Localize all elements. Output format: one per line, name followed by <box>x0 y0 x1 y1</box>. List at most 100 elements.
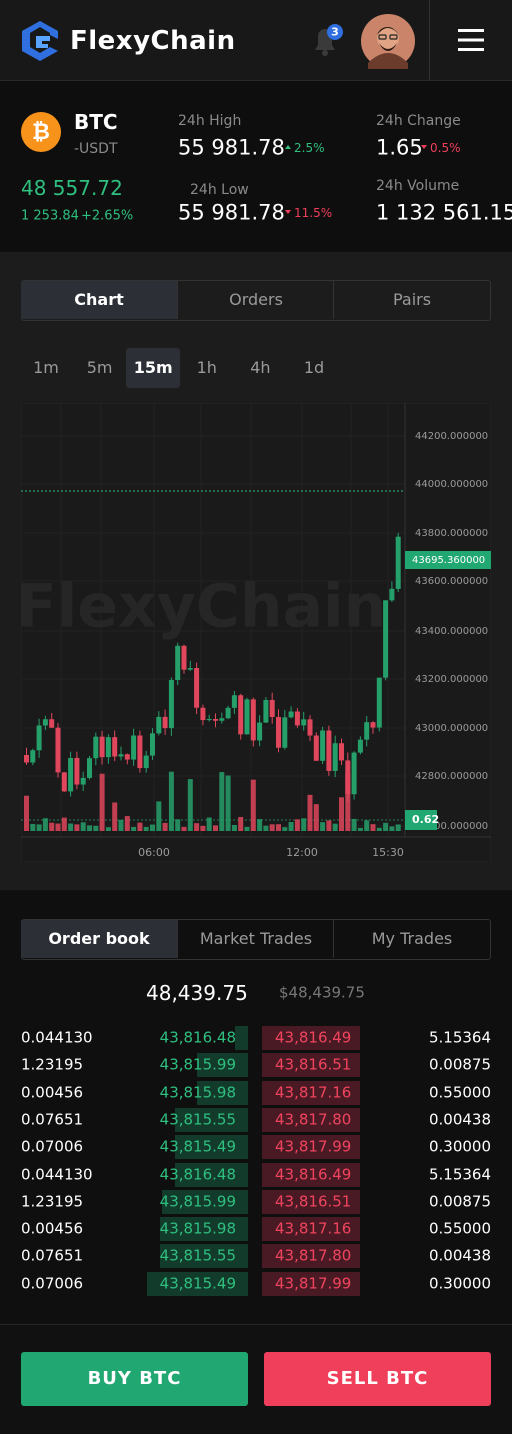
candle-body <box>55 727 61 773</box>
tab[interactable]: Orders <box>177 281 334 319</box>
candle-body <box>93 736 99 759</box>
timeframe[interactable]: 15m <box>126 348 181 388</box>
bid-qty: 0.00456 <box>21 1083 84 1102</box>
tab[interactable]: Market Trades <box>177 920 334 958</box>
bid-qty: 0.07651 <box>21 1110 84 1129</box>
candle-body <box>307 719 313 736</box>
ask-price: 43,817.16 <box>275 1083 352 1102</box>
timeframe[interactable]: 1h <box>196 358 217 377</box>
tab[interactable]: Chart <box>21 281 177 319</box>
bid-depth <box>175 1107 248 1132</box>
timeframe[interactable]: 4h <box>250 358 271 377</box>
timeframe[interactable]: 1m <box>33 358 59 377</box>
candle-body <box>143 755 149 769</box>
volume-bar <box>118 819 124 831</box>
volume-bar <box>124 816 130 831</box>
menu-button[interactable] <box>457 28 485 52</box>
price-tag-label: 43695.360000 <box>412 555 485 566</box>
volume-bar <box>351 818 357 831</box>
candle-body <box>313 735 319 761</box>
tab[interactable]: Order book <box>21 920 177 958</box>
stat-value: 1 132 561.15 <box>376 200 512 225</box>
candle-body <box>99 736 105 758</box>
bid-price: 43,815.98 <box>159 1083 236 1102</box>
bid-price: 43,816.48 <box>159 1028 236 1047</box>
ask-qty: 0.00875 <box>428 1192 491 1211</box>
bid-depth <box>235 1026 248 1050</box>
volume-bar <box>80 822 86 831</box>
tab[interactable]: Pairs <box>333 281 490 319</box>
ask-qty: 0.00438 <box>428 1110 491 1129</box>
orderbook-section <box>0 891 512 1323</box>
bid-qty: 0.044130 <box>21 1165 93 1183</box>
price-tag <box>405 551 491 569</box>
ask-price: 43,817.99 <box>275 1137 352 1156</box>
volume-tag-label: 0.62 <box>412 813 439 826</box>
y-axis-label: 43200.000000 <box>415 674 488 685</box>
candle-body <box>263 699 269 723</box>
volume-bar <box>219 772 225 831</box>
volume-tag <box>405 810 437 830</box>
candle-body <box>131 735 137 760</box>
bid-depth <box>162 1189 248 1214</box>
volume-bar <box>269 824 275 831</box>
timeframe[interactable]: 5m <box>86 358 113 377</box>
bid-price: 43,815.99 <box>159 1055 236 1074</box>
brand: FlexyChain <box>70 26 236 56</box>
volume-bar <box>320 822 326 831</box>
ask-price: 43,817.80 <box>275 1110 352 1129</box>
bid-qty: 0.00456 <box>21 1219 84 1238</box>
candle-body <box>376 677 382 728</box>
bid-depth <box>175 1135 248 1160</box>
ticker-panel <box>0 81 512 251</box>
change-abs: 1 253.84 <box>21 208 79 224</box>
logo-icon <box>22 21 58 61</box>
bid-price: 43,815.49 <box>159 1274 236 1293</box>
ask-qty: 0.00875 <box>428 1055 491 1074</box>
volume-bar <box>326 820 332 831</box>
volume-bar <box>376 827 382 831</box>
notification-bell[interactable] <box>308 22 348 60</box>
bid-depth <box>160 1244 248 1269</box>
candle-body <box>137 735 143 769</box>
avatar[interactable] <box>360 13 416 69</box>
candle-body <box>162 716 168 729</box>
candle-body <box>276 716 281 748</box>
candle-body <box>175 645 181 681</box>
bid-price: 43,815.99 <box>159 1192 236 1211</box>
volume-bar <box>99 773 105 831</box>
y-axis-label: 42800.000000 <box>415 771 488 782</box>
candle-body <box>269 699 275 717</box>
candle-body <box>395 536 401 589</box>
x-axis-label: 12:00 <box>286 846 318 859</box>
buy-button[interactable]: BUY BTC <box>21 1352 248 1406</box>
stat-value: 55 981.78 <box>178 200 285 225</box>
ask-price: 43,817.16 <box>275 1219 352 1238</box>
volume-bar <box>168 771 174 831</box>
candle-body <box>206 718 212 721</box>
candle-body <box>80 777 86 785</box>
bid-price: 43,815.55 <box>159 1246 236 1265</box>
tab[interactable]: My Trades <box>333 920 490 958</box>
ask-qty: 0.30000 <box>428 1137 491 1156</box>
mid-price: 48,439.75 <box>146 981 248 1005</box>
sell-button[interactable]: SELL BTC <box>264 1352 491 1406</box>
candle-body <box>231 695 237 708</box>
volume-bar <box>370 824 376 831</box>
volume-bar <box>257 819 263 831</box>
x-axis-label: 15:30 <box>372 846 404 859</box>
ask-price: 43,816.49 <box>275 1028 352 1047</box>
bid-depth <box>160 1217 248 1242</box>
stat-change: 0.5% <box>430 141 461 155</box>
candle-body <box>150 733 155 756</box>
candle-body <box>112 737 118 757</box>
candle-body <box>68 757 74 792</box>
ask-price: 43,817.99 <box>275 1274 352 1293</box>
stat-label: 24h High <box>178 113 242 129</box>
timeframe[interactable]: 1d <box>303 358 325 377</box>
candle-body <box>244 699 250 735</box>
y-axis-label: 44000.000000 <box>415 479 488 490</box>
candle-body <box>156 716 162 734</box>
volume-bar <box>61 817 67 831</box>
